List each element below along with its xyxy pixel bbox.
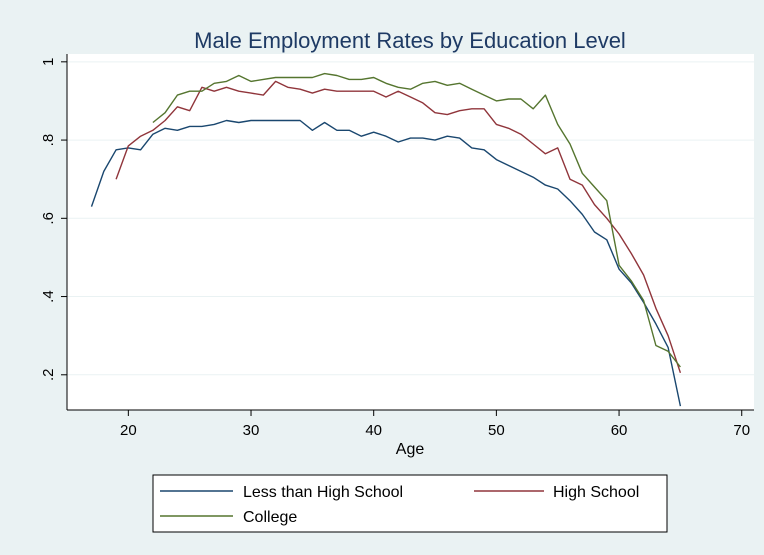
legend: Less than High School High School Colleg… <box>152 474 668 533</box>
series-line-high-school <box>115 80 682 374</box>
x-tick-label-4: 60 <box>611 422 628 439</box>
y-tick-label-1: .4 <box>40 290 57 303</box>
x-tick-label-5: 70 <box>733 422 750 439</box>
chart-title: Male Employment Rates by Education Level <box>194 28 626 53</box>
legend-label-college: College <box>243 509 297 526</box>
legend-box <box>152 474 668 533</box>
y-tick-label-2: .6 <box>40 212 57 225</box>
y-tick-label-0: .2 <box>40 369 57 382</box>
x-tick-label-3: 50 <box>488 422 505 439</box>
y-tick-label-3: .8 <box>40 134 57 147</box>
y-tick-label-4: 1 <box>40 58 57 66</box>
legend-label-high-school: High School <box>553 484 639 501</box>
y-axis-ticks: .2 .4 .6 .8 1 <box>40 58 67 381</box>
legend-label-less-than-high-school: Less than High School <box>243 484 403 501</box>
plot-area <box>67 54 754 410</box>
x-axis-ticks: 20 30 40 50 60 70 <box>120 410 750 439</box>
series-line-college <box>152 72 681 368</box>
x-tick-label-1: 30 <box>243 422 260 439</box>
grid-lines <box>67 61 754 376</box>
series-lines <box>90 72 682 407</box>
series-line-less-than-high-school <box>90 119 682 407</box>
x-tick-label-0: 20 <box>120 422 137 439</box>
x-axis-label: Age <box>396 441 425 458</box>
x-tick-label-2: 40 <box>365 422 382 439</box>
